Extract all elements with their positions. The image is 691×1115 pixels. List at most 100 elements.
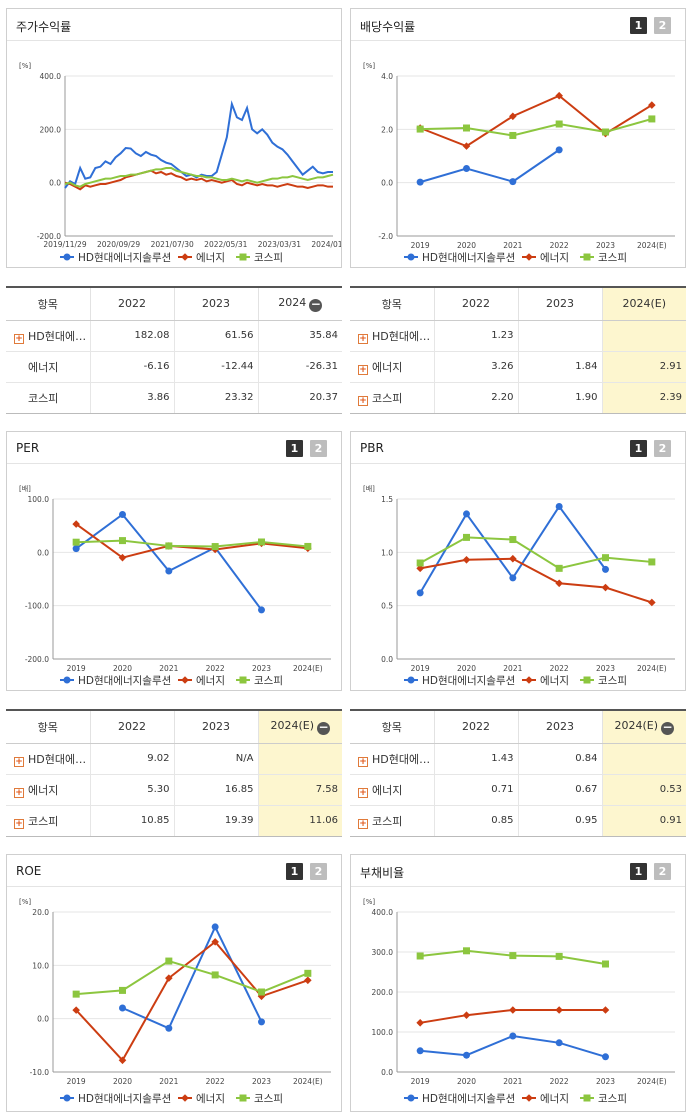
collapse-icon[interactable]: −: [309, 296, 323, 312]
collapse-icon[interactable]: −: [661, 719, 675, 735]
expand-icon[interactable]: +: [358, 787, 368, 798]
row-label-cell[interactable]: + 코스피: [6, 805, 90, 836]
data-point: [555, 1006, 563, 1014]
plot-area: [72, 510, 312, 614]
row-label-cell[interactable]: + 에너지: [350, 774, 434, 806]
panel-title: 부채비율: [360, 866, 405, 880]
page-2-button[interactable]: 2: [654, 17, 671, 34]
value-cell: 7.58: [257, 774, 342, 806]
y-tick-label: 1.5: [381, 495, 393, 504]
value-cell: [601, 743, 686, 775]
data-point: [509, 574, 517, 582]
expand-icon[interactable]: +: [358, 395, 368, 406]
dividend-yield-chart: [%] 4.0 2.0 0.0 -2.0 2019 2020 2021 2022 2023 2024…: [363, 62, 675, 264]
y-tick-label: 300.0: [372, 948, 394, 957]
value-cell: -26.31: [257, 351, 342, 383]
row-name: HD현대에…: [28, 752, 87, 766]
expand-icon[interactable]: +: [14, 818, 24, 829]
y-tick-label: 200.0: [372, 988, 394, 997]
page-2-button[interactable]: 2: [654, 863, 671, 880]
data-point: [509, 952, 517, 960]
row-label-cell[interactable]: + HD현대에…: [6, 743, 90, 775]
row-label-cell[interactable]: + 코스피: [350, 805, 434, 836]
data-point: [118, 553, 127, 562]
data-table: 항목 2022 2023 2024− + HD현대에… 182.08 61.56 35.84 에너…: [6, 288, 342, 413]
header-label: 2023: [202, 297, 230, 311]
legend-entry-2: 코스피: [598, 1093, 627, 1105]
panel-title: PBR: [360, 441, 384, 455]
series-line-2: [76, 539, 308, 548]
y-tick-label: 200.0: [40, 125, 62, 134]
x-tick-label: 2024(E): [293, 664, 323, 673]
row-label-cell[interactable]: + HD현대에…: [6, 320, 90, 352]
y-tick-label: -200.0: [25, 655, 49, 664]
legend-entry-0: HD현대에너지솔루션: [78, 252, 171, 264]
data-point: [416, 1047, 424, 1055]
expand-icon[interactable]: +: [14, 756, 24, 767]
legend-entry-2: 코스피: [254, 675, 283, 687]
x-tick-label: 2019/11/29: [43, 240, 86, 249]
data-point: [648, 101, 656, 109]
row-name: 코스피: [372, 391, 403, 405]
header-label: 2024: [278, 295, 307, 309]
data-point: [555, 952, 563, 960]
page-1-button[interactable]: 1: [630, 440, 647, 457]
value-cell: N/A: [173, 743, 258, 775]
data-point: [463, 947, 470, 955]
expand-icon[interactable]: +: [14, 333, 24, 344]
row-label-cell[interactable]: + 에너지: [6, 774, 90, 806]
data-point: [239, 253, 247, 261]
pbr-table: 항목 2022 2023 2024(E) − + HD현대에… 1.43 0.84 + 에너지 0.7…: [350, 709, 686, 837]
page-1-button[interactable]: 1: [286, 863, 303, 880]
row-name: HD현대에…: [372, 329, 431, 343]
collapse-icon[interactable]: −: [317, 719, 331, 735]
page-2-button[interactable]: 2: [310, 863, 327, 880]
legend-entry-2: 코스피: [254, 1093, 283, 1105]
value-cell: 0.91: [601, 805, 686, 836]
data-point: [407, 1094, 415, 1102]
header-label: 2024(E): [270, 718, 315, 732]
value-cell: 1.84: [517, 351, 602, 383]
x-tick-label: 2023: [252, 664, 271, 673]
page-2-button[interactable]: 2: [654, 440, 671, 457]
page-1-button[interactable]: 1: [630, 17, 647, 34]
row-label-cell[interactable]: + 코스피: [350, 382, 434, 413]
data-point: [304, 542, 312, 550]
value-cell: 61.56: [173, 320, 258, 352]
column-header: 2024−: [257, 288, 342, 321]
page-1-button[interactable]: 1: [286, 440, 303, 457]
page-2-button[interactable]: 2: [310, 440, 327, 457]
row-label-cell[interactable]: + HD현대에…: [350, 743, 434, 775]
x-tick-label: 2023: [596, 1077, 615, 1086]
x-tick-label: 2020/09/29: [97, 240, 140, 249]
x-tick-label: 2021: [503, 241, 522, 250]
expand-icon[interactable]: +: [358, 756, 368, 767]
data-point: [555, 1039, 563, 1047]
row-label-cell: 에너지: [6, 351, 90, 383]
pbr-chart: [배] 1.5 1.0 0.5 0.0 2019 2020 2021 2022 2023 2024(…: [363, 484, 675, 687]
row-name: 코스피: [372, 814, 403, 828]
data-point: [509, 131, 517, 139]
table-row: + HD현대에… 182.08 61.56 35.84: [6, 320, 342, 352]
expand-icon[interactable]: +: [358, 333, 368, 344]
data-point: [555, 146, 563, 154]
page-1-button[interactable]: 1: [630, 863, 647, 880]
table-row: + HD현대에… 1.23: [350, 320, 686, 352]
expand-icon[interactable]: +: [358, 364, 368, 375]
legend-entry-1: 에너지: [196, 1093, 225, 1105]
value-cell: 0.95: [517, 805, 602, 836]
table-row: + 에너지 3.26 1.84 2.91: [350, 351, 686, 383]
legend-entry-1: 에너지: [540, 1093, 569, 1105]
row-label-cell[interactable]: + 에너지: [350, 351, 434, 383]
y-tick-label: -200.0: [37, 232, 61, 241]
y-tick-label: 0.0: [49, 179, 61, 188]
panel-header: PBR 1 2: [351, 432, 685, 464]
x-tick-label: 2021: [503, 664, 522, 673]
expand-icon[interactable]: +: [14, 787, 24, 798]
data-point: [416, 589, 424, 597]
expand-icon[interactable]: +: [358, 818, 368, 829]
table-row: 에너지 -6.16 -12.44 -26.31: [6, 351, 342, 383]
data-point: [583, 253, 591, 261]
row-label-cell[interactable]: + HD현대에…: [350, 320, 434, 352]
column-header: 항목: [6, 288, 90, 321]
